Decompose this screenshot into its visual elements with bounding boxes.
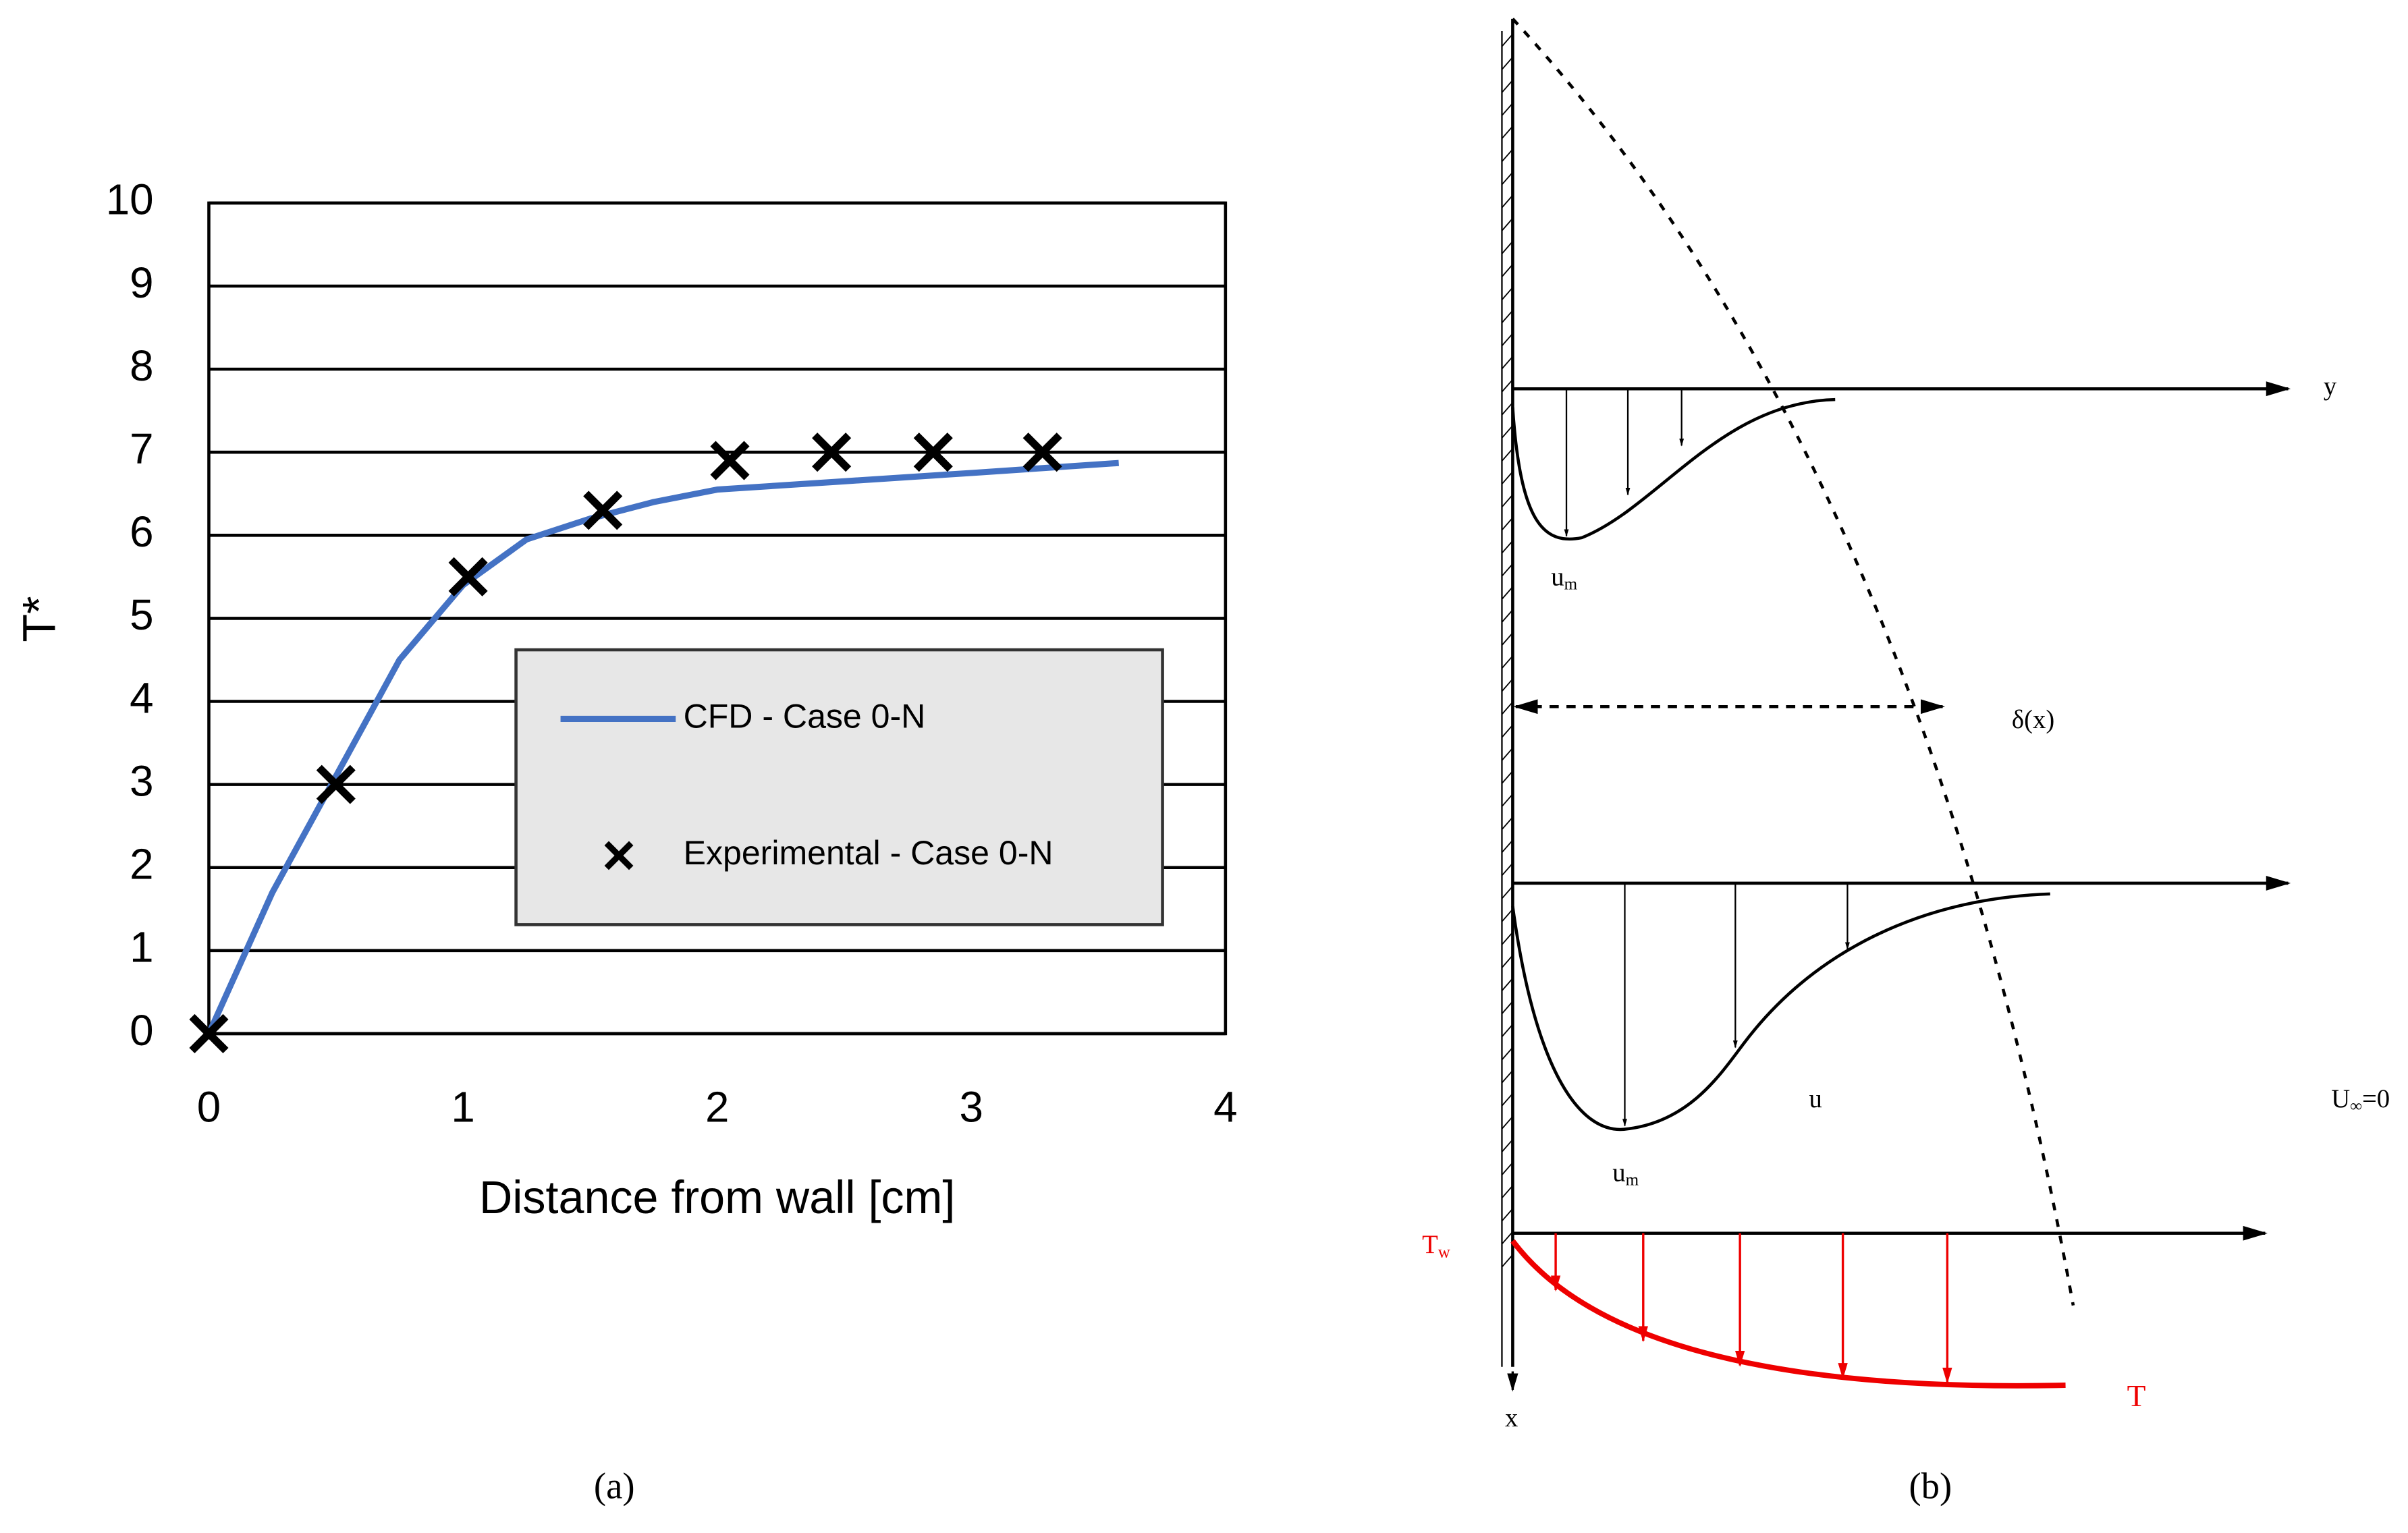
caption: (b) xyxy=(1909,1465,1952,1506)
x-axis-symbol: x xyxy=(1505,1404,1518,1432)
u-label: u xyxy=(1809,1085,1822,1113)
experimental-marker xyxy=(812,433,852,472)
um-label: um xyxy=(1612,1159,1639,1189)
legend: CFD - Case 0-N Experimental - Case 0-N xyxy=(514,648,1164,926)
y-tick-label: 4 xyxy=(130,673,153,722)
y-axis-symbol: y xyxy=(2324,372,2337,401)
experimental-marker xyxy=(448,557,488,596)
x-tick-label: 3 xyxy=(960,1083,983,1132)
y-tick-label: 9 xyxy=(130,258,153,307)
legend-swatch xyxy=(604,841,634,870)
delta-label: δ(x) xyxy=(2012,706,2054,734)
experimental-marker xyxy=(913,433,953,472)
y-tick-label: 10 xyxy=(106,175,154,224)
y-tick-label: 7 xyxy=(130,424,153,473)
y-tick-label: 6 xyxy=(130,507,153,556)
x-tick-label: 2 xyxy=(705,1083,729,1132)
x-axis-label: Distance from wall [cm] xyxy=(479,1172,955,1223)
legend-label: Experimental - Case 0-N xyxy=(684,834,1054,872)
experimental-marker xyxy=(710,441,750,480)
legend-box xyxy=(514,648,1164,926)
experimental-marker xyxy=(316,764,356,804)
experimental-marker xyxy=(583,491,623,530)
x-tick-label: 4 xyxy=(1213,1083,1237,1132)
chart: T* Distance from wall [cm] 0 1 2 3 4 5 6 7 8 9 10 0… xyxy=(14,175,1238,1223)
t-label: T xyxy=(2127,1378,2146,1413)
tw-label: Tw xyxy=(1422,1231,1450,1261)
plot-frame xyxy=(207,201,1228,1036)
um-label: um xyxy=(1551,563,1577,593)
y-tick-label: 1 xyxy=(130,923,153,972)
y-tick-label: 8 xyxy=(130,341,153,390)
u-inf-label: U∞=0 xyxy=(2331,1085,2390,1115)
legend-label: CFD - Case 0-N xyxy=(684,698,926,735)
y-tick-label: 0 xyxy=(130,1006,153,1055)
y-axis-label: T* xyxy=(14,596,65,642)
y-tick-label: 3 xyxy=(130,756,153,805)
diagram-labels: y um δ(x) u um U∞=0 Tw x T xyxy=(1422,372,2390,1432)
diagram xyxy=(1501,18,2291,1392)
caption: (a) xyxy=(594,1465,635,1506)
x-tick-label: 1 xyxy=(451,1083,474,1132)
y-tick-label: 5 xyxy=(130,590,153,639)
x-tick-label: 0 xyxy=(197,1083,221,1132)
y-tick-label: 2 xyxy=(130,840,153,889)
experimental-marker xyxy=(189,1013,229,1053)
experimental-marker xyxy=(1022,433,1062,472)
